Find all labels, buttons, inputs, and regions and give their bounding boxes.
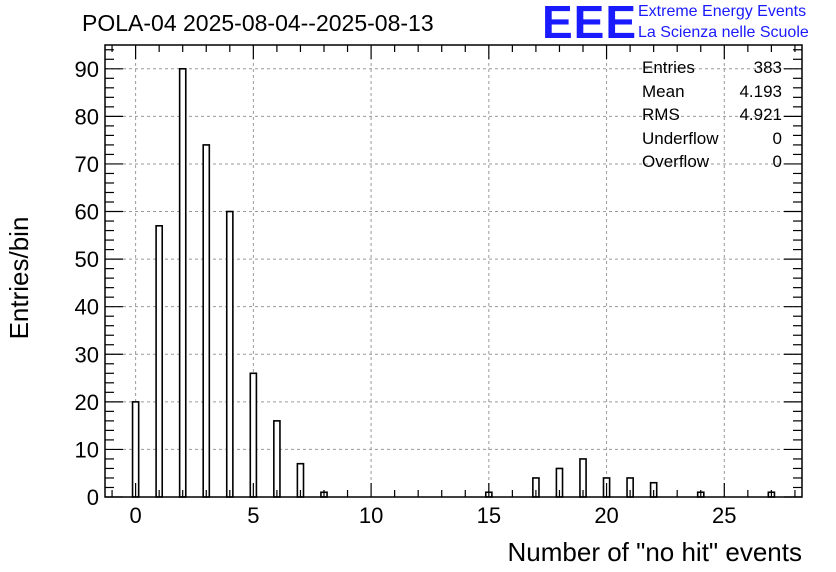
histogram-bar	[202, 144, 211, 498]
chart-title: POLA-04 2025-08-04--2025-08-13	[82, 10, 434, 36]
histogram-bar	[178, 67, 187, 498]
histogram-bar	[273, 420, 281, 498]
stat-label: Overflow	[642, 152, 710, 171]
grid-lines	[105, 45, 802, 498]
stat-value: 4.193	[739, 81, 782, 101]
stat-value: 0	[772, 128, 782, 148]
stat-label: RMS	[642, 105, 680, 124]
axis-ticks	[105, 45, 802, 498]
stat-value: 0	[772, 152, 782, 171]
stat-value: 4.921	[739, 105, 782, 124]
stat-label: Underflow	[642, 128, 719, 148]
y-tick-label: 10	[75, 437, 99, 462]
y-tick-label: 60	[75, 200, 99, 225]
stat-label: Entries	[642, 58, 695, 77]
stat-row-entries: Entries 383	[642, 58, 782, 82]
y-axis-title: Entries/bin	[4, 216, 34, 340]
stat-value: 383	[753, 58, 782, 77]
x-tick-label: 0	[129, 503, 141, 528]
y-tick-label: 80	[75, 104, 99, 129]
y-tick-label: 0	[87, 485, 99, 510]
y-tick-label: 20	[75, 390, 99, 415]
logo-mark: EEE	[542, 0, 638, 48]
x-axis-title: Number of "no hit" events	[507, 537, 803, 567]
logo-line-1: Extreme Energy Events	[638, 3, 807, 20]
x-tick-label: 20	[594, 503, 618, 528]
histogram-bar	[225, 210, 234, 498]
stat-row-underflow: Underflow 0	[642, 129, 782, 153]
histogram-bar	[155, 225, 164, 498]
stat-row-rms: RMS 4.921	[642, 105, 782, 129]
y-tick-label: 40	[75, 295, 99, 320]
stat-row-overflow: Overflow 0	[642, 152, 782, 176]
x-tick-label: 10	[359, 503, 383, 528]
logo-line-2: La Scienza nelle Scuole	[638, 24, 809, 41]
x-tick-label: 25	[712, 503, 736, 528]
histogram-bar	[131, 401, 140, 498]
y-tick-label: 30	[75, 342, 99, 367]
stat-label: Mean	[642, 81, 685, 101]
y-tick-label: 70	[75, 152, 99, 177]
plot-frame	[104, 44, 803, 498]
x-tick-label: 15	[477, 503, 501, 528]
y-tick-label: 90	[75, 57, 99, 82]
histogram-bar	[249, 372, 258, 498]
x-tick-label: 5	[247, 503, 259, 528]
y-tick-label: 50	[75, 247, 99, 272]
stat-row-mean: Mean 4.193	[642, 82, 782, 106]
stats-box: Entries 383 Mean 4.193 RMS 4.921 Underfl…	[642, 58, 782, 176]
tick-labels: 0 5 10 15 20 25 0 10 20 30 40 50 60 70 80 90	[75, 57, 737, 528]
